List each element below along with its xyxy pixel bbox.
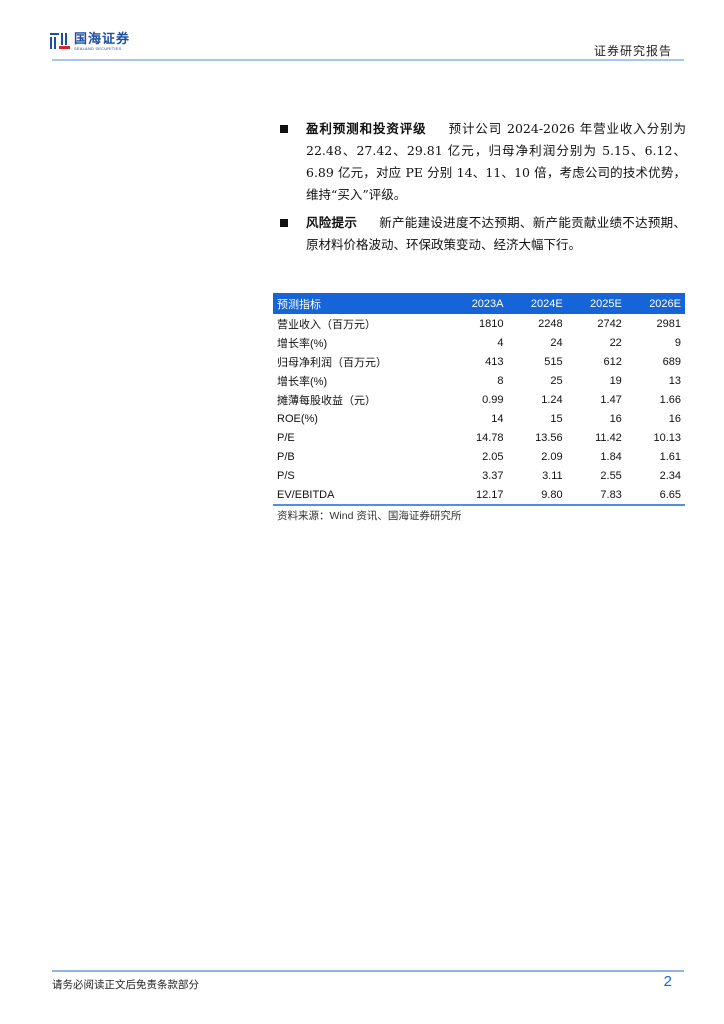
table-cell: 11.42 [595,431,622,444]
table-source: 资料来源：Wind 资讯、国海证券研究所 [277,510,462,522]
logo-cn: 国海证券 [74,31,131,46]
table-row: P/S 3.37 3.11 2.55 2.34 [273,466,685,485]
table-cell: 3.37 [482,469,504,482]
table-cell: 15 [550,412,563,425]
table-cell: 1.84 [600,450,622,463]
table-header-row: 预测指标 2023A 2024E 2025E 2026E [273,293,685,314]
table-cell: 413 [485,355,504,368]
column-header: 预测指标 [273,293,449,314]
table-cell: 8 [497,374,504,387]
table-cell: 9 [674,336,681,349]
table-cell: 1.24 [541,393,563,406]
company-logo: 国海证券 SEALAND SECURITIES [50,32,130,52]
report-type: 证券研究报告 [593,44,672,58]
table-cell: 0.99 [482,393,504,406]
table-row: 摊薄每股收益（元） 0.99 1.24 1.47 1.66 [273,390,685,409]
table-cell: 25 [550,374,563,387]
column-header: 2024E [507,293,567,314]
table-cell: 7.83 [566,485,626,506]
table-row: 归母净利润（百万元） 413 515 612 689 [273,352,685,371]
table-cell: 6.65 [625,485,685,506]
table-cell: 1810 [479,317,504,330]
table-cell: 612 [603,355,622,368]
table-cell: 1.66 [659,393,681,406]
column-header: 2023A [448,293,508,314]
table-cell: 2.34 [659,469,681,482]
table-row: P/E 14.78 13.56 11.42 10.13 [273,428,685,447]
table-cell: 14.78 [475,431,504,444]
table-row: 增长率(%) 4 24 22 9 [273,333,685,352]
table-cell: 2.09 [541,450,563,463]
table-row: EV/EBITDA 12.17 9.80 7.83 6.65 [273,485,685,506]
table-row: 营业收入（百万元） 1810 2248 2742 2981 [273,314,685,333]
disclaimer: 请务必阅读正文后免责条款部分 [52,979,199,991]
table-cell: 14 [491,412,504,425]
table-cell: 1.47 [600,393,622,406]
table-cell: 689 [662,355,681,368]
table-cell: 3.11 [542,469,563,482]
forecast-table: 预测指标 2023A 2024E 2025E 2026E 营业收入（百万元） 18… [273,293,685,506]
footer-divider [52,970,684,972]
risk-text: 新产能建设进度不达预期、新产能贡献业绩不达预期、原材料价格波动、环保政策变动、经… [306,215,686,252]
page-number: 2 [663,973,672,990]
table-cell: 16 [609,412,622,425]
rating-title: 盈利预测和投资评级 [306,121,427,136]
rating-text: 预计公司 2024-2026 年营业收入分别为 22.48、27.42、29.8… [306,121,686,202]
rating-paragraph: 盈利预测和投资评级 预计公司 2024-2026 年营业收入分别为 22.48、2… [306,118,686,206]
row-label: 增长率(%) [277,375,328,388]
table-cell: 16 [668,412,681,425]
table-cell: 13 [668,374,681,387]
bullet-icon [280,219,288,227]
row-label: 营业收入（百万元） [277,318,376,331]
table-cell: 1.61 [659,450,681,463]
table-cell: 4 [497,336,504,349]
table-cell: 22 [609,336,622,349]
row-label: EV/EBITDA [273,485,449,506]
row-label: ROE(%) [277,412,318,425]
header-divider [52,59,684,61]
row-label: 增长率(%) [277,337,328,350]
table-cell: 2248 [538,317,563,330]
table-cell: 2.55 [600,469,622,482]
table-cell: 515 [544,355,563,368]
table-cell: 2981 [656,317,681,330]
table-row: ROE(%) 14 15 16 16 [273,409,685,428]
table-cell: 13.56 [535,431,563,444]
table-cell: 2.05 [482,450,504,463]
logo-mark-icon [50,33,70,49]
row-label: 归母净利润（百万元） [277,356,387,369]
table-cell: 12.17 [448,485,508,506]
table-cell: 24 [550,336,563,349]
risk-paragraph: 风险提示 新产能建设进度不达预期、新产能贡献业绩不达预期、原材料价格波动、环保政策… [306,212,686,256]
column-header: 2025E [566,293,626,314]
logo-en: SEALAND SECURITIES [74,46,122,51]
row-label: P/S [277,469,295,482]
row-label: P/B [277,450,295,463]
table-cell: 19 [609,374,622,387]
table-row: P/B 2.05 2.09 1.84 1.61 [273,447,685,466]
table-cell: 10.13 [653,431,681,444]
bullet-icon [280,125,288,133]
table-row: 增长率(%) 8 25 19 13 [273,371,685,390]
row-label: 摊薄每股收益（元） [277,394,376,407]
risk-title: 风险提示 [306,215,358,230]
row-label: P/E [277,431,295,444]
column-header: 2026E [625,293,685,314]
table-cell: 2742 [597,317,622,330]
table-cell: 9.80 [507,485,567,506]
